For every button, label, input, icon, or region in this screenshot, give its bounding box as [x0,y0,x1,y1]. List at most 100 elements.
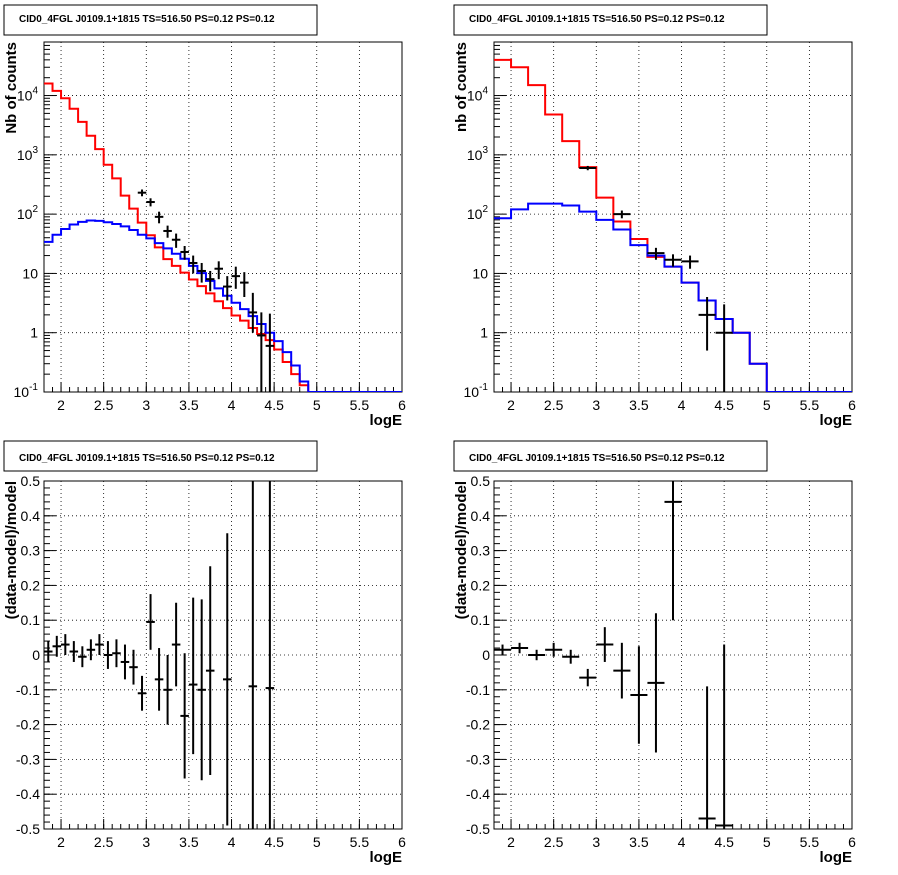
data-point [562,649,580,664]
chart-title-box [453,4,768,36]
y-tick-label: 103 [17,145,39,163]
y-tick-label: 0.3 [471,543,491,559]
y-tick-label: 0.3 [21,543,41,559]
data-point [613,210,631,219]
data-point [545,642,563,657]
x-tick-label: 5 [763,397,771,413]
y-tick-label: -0.5 [466,821,490,837]
data-point [647,613,665,753]
data-point [103,641,113,669]
y-tick-label: 0.4 [21,508,41,524]
data-point [265,313,275,392]
x-tick-label: 5.5 [350,834,370,850]
y-tick-label: 0.1 [471,612,491,628]
x-tick-label: 3 [592,834,600,850]
chart-title: CID0_4FGL J0109.1+1815 TS=516.50 PS=0.12… [469,14,725,25]
data-point [197,262,206,283]
data-point [579,668,597,687]
x-tick-label: 6 [398,834,406,850]
data-point [223,533,232,826]
data-point [171,233,181,248]
y-tick-label: 0 [482,647,490,663]
data-point [715,304,733,392]
plot-frame [493,41,853,393]
x-tick-label: 5.5 [800,397,820,413]
y-tick-label: -0.5 [16,821,40,837]
chart-title-box [453,440,768,472]
y-tick-label: 10 [22,265,38,281]
x-tick-label: 3.5 [629,834,649,850]
data-point [180,653,189,779]
chart-panel-3: CID0_4FGL J0109.1+1815 TS=516.50 PS=0.12… [3,440,406,866]
y-tick-label: -0.3 [466,751,490,767]
data-point [205,566,215,776]
x-tick-label: 6 [848,397,856,413]
chart-panel-4: CID0_4FGL J0109.1+1815 TS=516.50 PS=0.12… [453,440,856,866]
data-point [120,644,130,680]
data-point [180,246,189,260]
x-tick-label: 2 [57,397,65,413]
x-axis-title: logE [820,412,853,429]
data-point [69,641,79,662]
plot-frame [43,41,403,393]
data-point [681,255,699,269]
y-axis-title: (data-model)/model [3,481,20,619]
chart-title-box [3,4,318,36]
x-tick-label: 2.5 [544,397,564,413]
data-point [248,481,258,829]
data-point [698,297,716,351]
data-point [579,165,597,171]
chart-title: CID0_4FGL J0109.1+1815 TS=516.50 PS=0.12… [19,14,275,25]
y-tick-label: -0.1 [16,682,40,698]
data-point [715,644,733,829]
data-point [698,686,716,829]
y-tick-label: 0.2 [21,577,41,593]
data-point [664,254,682,267]
model-background-histogram [494,202,852,392]
x-tick-label: 4 [228,397,236,413]
x-tick-label: 3.5 [629,397,649,413]
x-tick-label: 2.5 [94,834,114,850]
chart-title: CID0_4FGL J0109.1+1815 TS=516.50 PS=0.12… [469,453,725,464]
data-point [205,270,215,292]
y-tick-label: 10-1 [464,382,489,400]
x-tick-label: 4 [678,397,686,413]
y-tick-label: 0.1 [21,612,41,628]
y-tick-label: -0.4 [16,786,40,802]
y-tick-label: 0.2 [471,577,491,593]
y-tick-label: 0 [32,647,40,663]
y-tick-label: 1 [30,325,38,341]
data-point [596,627,614,662]
x-tick-label: 3 [142,397,150,413]
data-point [664,481,682,621]
data-point [129,649,138,685]
data-point [163,225,172,238]
data-point [248,292,258,333]
data-point [146,198,155,207]
data-point [630,646,648,744]
data-point [257,312,266,392]
data-point [171,602,181,687]
x-tick-label: 4.5 [264,834,284,850]
data-point [188,255,198,274]
data-point [223,276,232,301]
y-tick-label: 10-1 [14,382,39,400]
chart-title-box [3,440,318,472]
y-tick-label: 102 [467,204,489,222]
y-tick-label: -0.1 [466,682,490,698]
y-tick-label: 103 [467,145,489,163]
data-point [163,655,172,725]
y-tick-label: 0.5 [21,473,41,489]
y-tick-label: 102 [17,204,39,222]
data-point [146,594,155,650]
x-tick-label: 6 [848,834,856,850]
data-point [95,634,104,655]
data-point [112,639,121,668]
data-point [61,634,70,655]
x-tick-label: 5.5 [350,397,370,413]
chart-panel-1: CID0_4FGL J0109.1+1815 TS=516.50 PS=0.12… [3,4,406,429]
x-tick-label: 2.5 [94,397,114,413]
x-tick-label: 3.5 [179,397,199,413]
data-point [265,481,275,829]
